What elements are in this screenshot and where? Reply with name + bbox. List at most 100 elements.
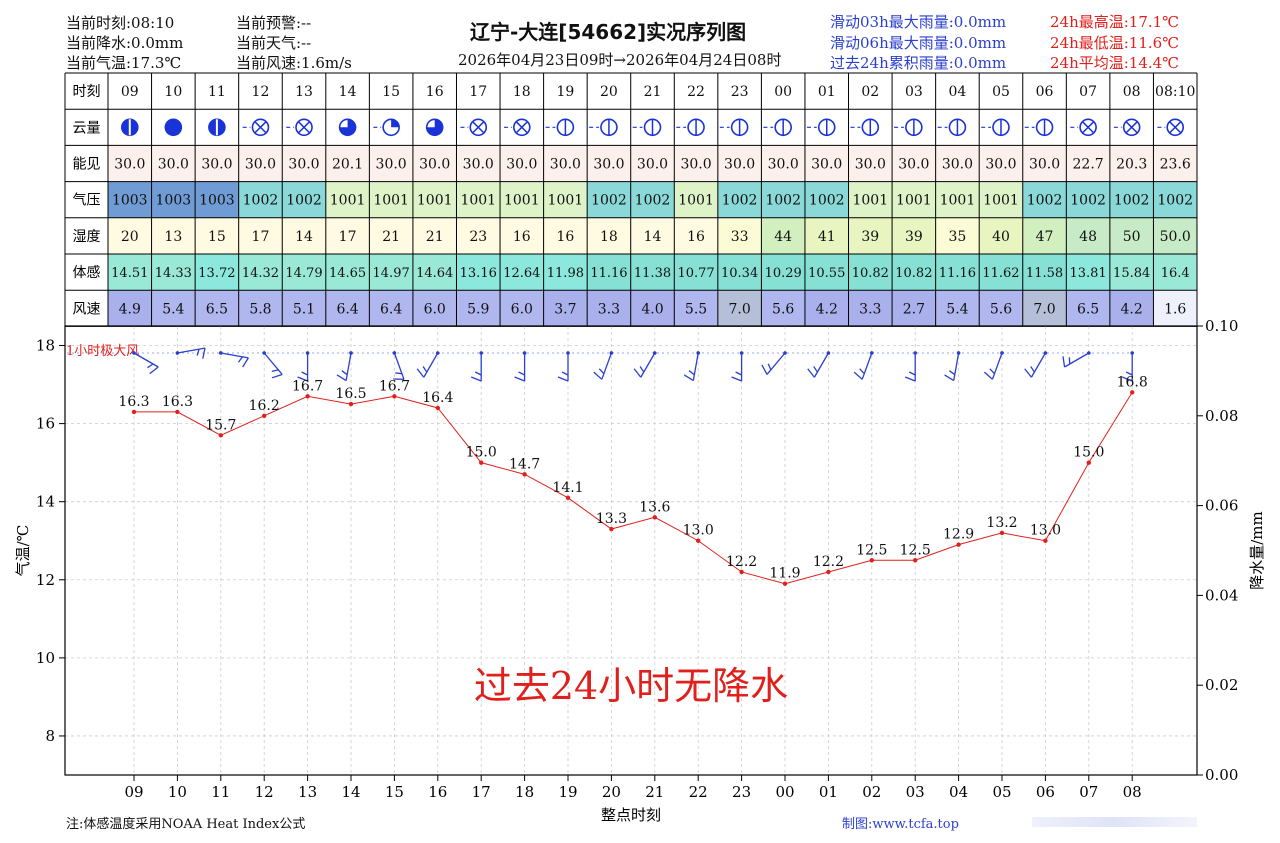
cell-hour: 18	[513, 84, 531, 100]
wind-barb-flag	[422, 366, 428, 373]
wind-barb-flag	[271, 373, 283, 379]
wind-barb-origin	[1130, 351, 1134, 355]
cell-bg-feel	[238, 254, 283, 291]
cell-vis: 30.0	[201, 157, 232, 173]
cell-bg-feel	[1109, 254, 1154, 291]
x-tick-label: 04	[949, 783, 968, 801]
cell-bg-vis	[412, 145, 457, 182]
plot-frame	[64, 325, 1198, 776]
cell-bg-wind	[892, 290, 936, 327]
wind-barb-flag	[393, 378, 404, 380]
cell-bg-pres	[1109, 181, 1154, 218]
row-label-hour: 时刻	[73, 84, 101, 100]
temperature-point	[1086, 460, 1092, 465]
cell-bg-vis	[935, 145, 980, 182]
wind-barb-flag	[1121, 376, 1133, 382]
wind-barb-origin	[783, 351, 787, 355]
cell-feel: 11.98	[547, 266, 584, 281]
cell-bg-pres	[804, 181, 849, 218]
cell-bg-vis	[456, 145, 501, 182]
cell-bg-vis	[195, 145, 239, 182]
cell-bg-vis	[500, 145, 544, 182]
cell-pres: 1001	[678, 193, 714, 209]
temperature-label: 16.4	[422, 390, 453, 406]
wind-barb-flag	[514, 376, 525, 382]
cell-hour: 20	[600, 84, 618, 100]
cell-bg-pres	[108, 181, 152, 218]
cell-bg-wind	[282, 290, 326, 327]
temperature-label: 12.2	[726, 554, 757, 570]
cell-vis: 30.0	[245, 157, 276, 173]
cell-bg-hour	[1022, 73, 1067, 110]
cell-bg-wind	[500, 290, 544, 327]
row-label-cloud: 云量	[73, 120, 101, 136]
x-tick-label: 07	[1079, 783, 1098, 801]
cell-bg-wind	[1066, 290, 1110, 327]
cell-pres: 1002	[1157, 193, 1193, 209]
cell-bg-hour	[717, 73, 762, 110]
cell-rh: 13	[164, 229, 182, 245]
cell-bg-wind	[543, 290, 588, 327]
wind-barb-origin	[479, 351, 483, 355]
cell-bg-pres	[543, 181, 588, 218]
temperature-label: 14.7	[509, 456, 540, 472]
x-tick-label: 10	[168, 783, 187, 801]
wind-barb	[853, 351, 874, 380]
cell-wind: 6.4	[380, 301, 402, 317]
cell-bg-wind	[1109, 290, 1154, 327]
cell-wind: 5.1	[293, 301, 315, 317]
cell-rh: 23	[469, 229, 487, 245]
wind-barb-origin	[913, 351, 917, 355]
wind-barb-flag	[474, 371, 482, 376]
cell-bg-wind	[587, 290, 631, 327]
wind-barb-flag	[949, 370, 956, 376]
cell-pres: 1001	[460, 193, 496, 209]
cell-bg-hour	[892, 73, 936, 110]
wind-barb-flag	[904, 376, 916, 382]
cell-bg-wind	[456, 290, 501, 327]
cell-bg-feel	[325, 254, 370, 291]
temperature-label: 16.3	[162, 394, 193, 410]
cell-vis: 30.0	[376, 157, 407, 173]
cell-vis: 30.0	[593, 157, 624, 173]
cell-bg-rh	[500, 217, 544, 254]
wind-barb-staff	[423, 352, 439, 378]
wind-barb	[1062, 351, 1091, 368]
cell-rh: 16	[556, 229, 574, 245]
temperature-point	[869, 558, 874, 563]
temperature-label: 13.2	[986, 515, 1017, 531]
cell-bg-vis	[238, 145, 283, 182]
cell-bg-feel	[412, 254, 457, 291]
row-label-vis: 能见	[73, 157, 101, 173]
cell-wind: 3.3	[859, 301, 881, 317]
cell-bg-vis	[587, 145, 631, 182]
temperature-point	[1130, 390, 1135, 395]
cell-hour: 15	[382, 84, 400, 100]
temperature-label: 15.7	[205, 417, 236, 433]
cell-bg-vis	[674, 145, 718, 182]
cell-pres: 1002	[1027, 193, 1063, 209]
wind-barb	[904, 351, 917, 382]
cell-pres: 1001	[983, 193, 1019, 209]
cell-bg-rh	[238, 217, 283, 254]
cell-bg-vis	[543, 145, 588, 182]
cell-pres: 1002	[635, 193, 671, 209]
wind-barb-flag	[688, 370, 695, 376]
temperature-label: 16.3	[118, 394, 149, 410]
cell-vis: 30.0	[855, 157, 886, 173]
wind-barb	[633, 351, 657, 378]
cell-bg-vis	[804, 145, 849, 182]
cell-bg-pres	[500, 181, 544, 218]
cell-bg-hour	[238, 73, 283, 110]
wind-barb	[983, 351, 1004, 380]
cell-pres: 1001	[417, 193, 453, 209]
cell-hour: 01	[818, 84, 836, 100]
wind-barb-staff	[861, 352, 873, 380]
x-tick-label: 05	[992, 783, 1011, 801]
cloud-x-icon	[297, 121, 311, 134]
cell-bg-feel	[630, 254, 675, 291]
cell-bg-wind	[369, 290, 413, 327]
cell-vis: 30.0	[942, 157, 973, 173]
cell-wind: 4.9	[119, 301, 141, 317]
cell-bg-vis	[282, 145, 326, 182]
